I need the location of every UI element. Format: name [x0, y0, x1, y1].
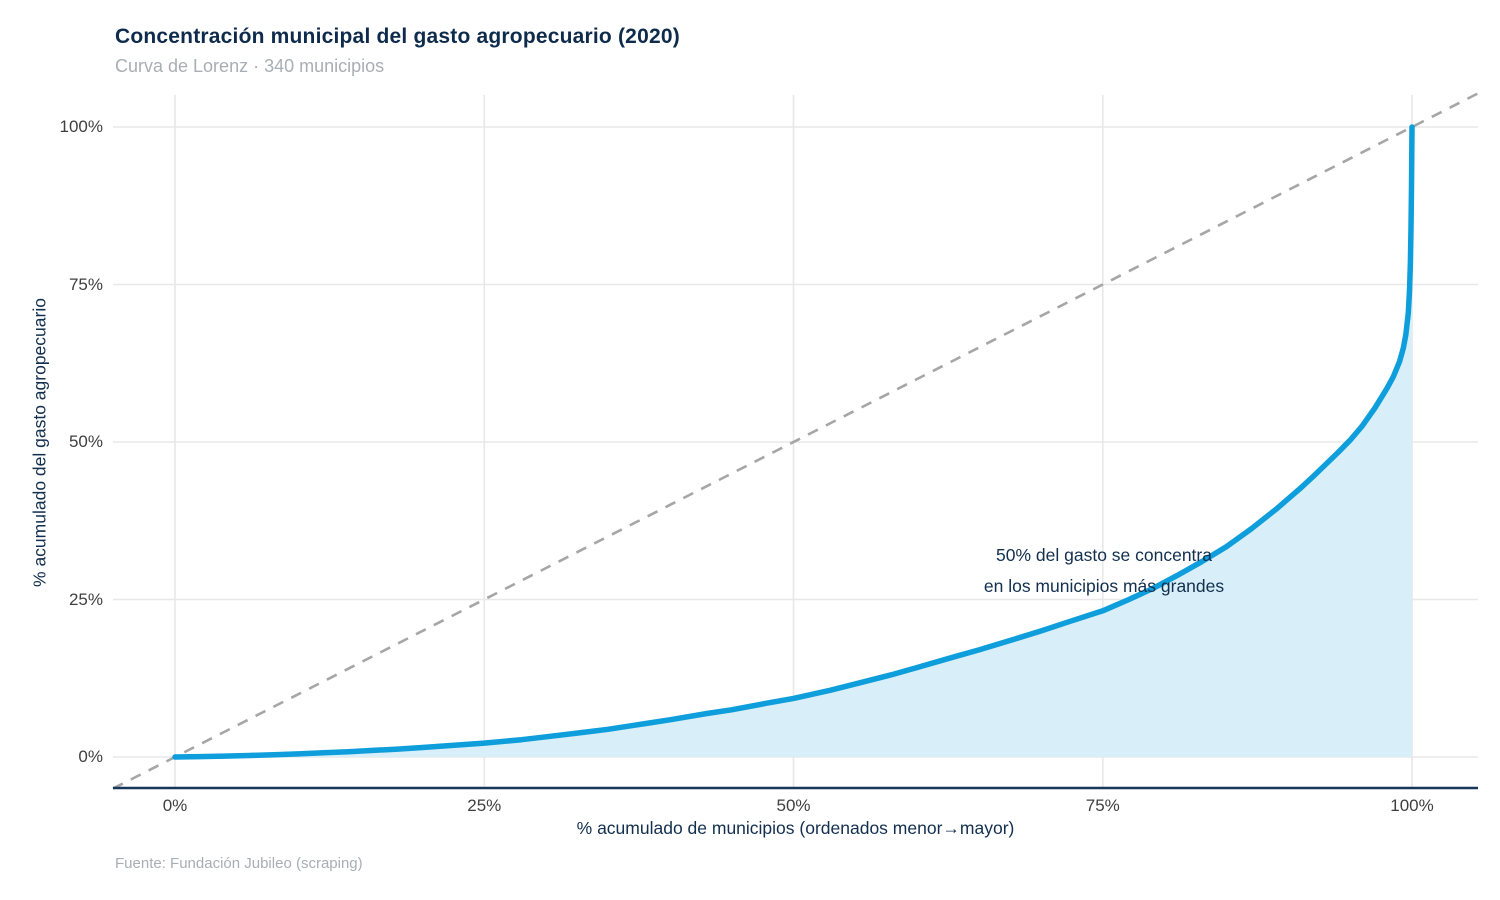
lorenz-area-fill	[175, 127, 1412, 757]
lorenz-curve-line	[172, 124, 1415, 760]
annotation-text: 50% del gasto se concentra en los munici…	[984, 540, 1224, 602]
source-note: Fuente: Fundación Jubileo (scraping)	[115, 855, 363, 872]
equality-dashed-line	[112, 92, 1479, 790]
y-tick-label: 25%	[68, 589, 103, 609]
chart-title: Concentración municipal del gasto agrope…	[115, 25, 680, 48]
x-axis-title: % acumulado de municipios (ordenados men…	[576, 818, 1015, 838]
y-axis-title: % acumulado del gasto agropecuario	[29, 298, 50, 587]
y-tick-label: 100%	[59, 117, 103, 136]
y-tick-label: 75%	[68, 274, 103, 294]
x-tick-label: 0%	[162, 796, 188, 815]
annotation-line-2: en los municipios más grandes	[983, 576, 1225, 596]
x-tick-label: 50%	[776, 796, 811, 815]
y-tick-label: 0%	[78, 747, 103, 766]
x-tick-label: 75%	[1085, 796, 1120, 815]
y-tick-label: 50%	[68, 432, 103, 451]
annotation-line-1: 50% del gasto se concentra	[996, 545, 1212, 565]
chart-subtitle: Curva de Lorenz · 340 municipios	[115, 56, 385, 76]
x-tick-label: 25%	[467, 796, 502, 815]
x-tick-label: 100%	[1390, 796, 1434, 815]
